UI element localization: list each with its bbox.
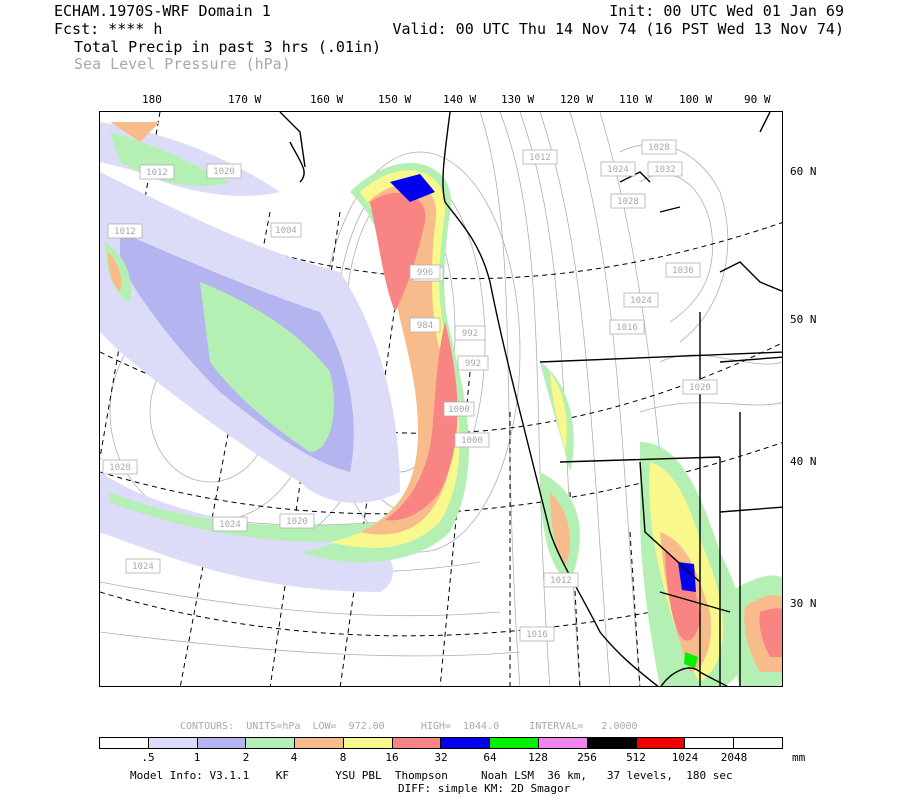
slp-value: 1012 bbox=[550, 576, 572, 586]
slp-value: 992 bbox=[462, 329, 478, 339]
color-swatch bbox=[100, 738, 149, 748]
lat-label: 30 N bbox=[790, 597, 817, 610]
colorbar-tick: 16 bbox=[385, 751, 399, 764]
slp-value: 1036 bbox=[672, 266, 694, 276]
lat-label: 60 N bbox=[790, 165, 817, 178]
colorbar-tick: 2 bbox=[242, 751, 250, 764]
slp-value: 1024 bbox=[219, 520, 241, 530]
color-swatch bbox=[587, 738, 637, 748]
colorbar-tick: 1 bbox=[193, 751, 201, 764]
model-title: ECHAM.1970S-WRF Domain 1 Fcst: **** h bbox=[54, 2, 271, 38]
lon-label: 180 bbox=[142, 93, 162, 106]
lon-label: 90 W bbox=[744, 93, 771, 106]
lon-label: 120 W bbox=[560, 93, 594, 106]
map-canvas: 1012 1032 1024 1028 1028 1012 1020 1004 … bbox=[100, 112, 782, 686]
diff-info: DIFF: simple KM: 2D Smagor bbox=[398, 782, 571, 795]
color-swatch bbox=[441, 738, 491, 748]
slp-value: 996 bbox=[417, 268, 433, 278]
time-info: Init: 00 UTC Wed 01 Jan 69 Valid: 00 UTC… bbox=[392, 2, 844, 38]
color-swatch bbox=[636, 738, 686, 748]
model-info: Model Info: V3.1.1 KF YSU PBL Thompson N… bbox=[130, 769, 733, 782]
slp-value: 1028 bbox=[109, 463, 131, 473]
colorbar-tick: 4 bbox=[290, 751, 298, 764]
slp-value: 1012 bbox=[146, 168, 168, 178]
weather-map[interactable]: 1012 1032 1024 1028 1028 1012 1020 1004 … bbox=[99, 111, 783, 687]
colorbar-tick: 8 bbox=[339, 751, 347, 764]
colorbar-tick: 2048 bbox=[720, 751, 748, 764]
lon-label: 170 W bbox=[228, 93, 262, 106]
coastlines bbox=[279, 112, 782, 686]
color-bar bbox=[99, 737, 783, 749]
slp-value: 1000 bbox=[461, 436, 483, 446]
colorbar-tick: 512 bbox=[626, 751, 646, 764]
slp-value: 1000 bbox=[448, 405, 470, 415]
colorbar-tick: 128 bbox=[528, 751, 548, 764]
slp-value: 1024 bbox=[630, 296, 652, 306]
slp-value: 1024 bbox=[607, 165, 629, 175]
slp-value: 1032 bbox=[654, 165, 676, 175]
slp-value: 992 bbox=[465, 359, 481, 369]
field-precip-title: Total Precip in past 3 hrs (.01in) bbox=[74, 38, 382, 56]
color-swatch bbox=[734, 738, 782, 748]
colorbar-tick: .5 bbox=[141, 751, 155, 764]
color-swatch bbox=[295, 738, 344, 748]
lat-label: 40 N bbox=[790, 455, 817, 468]
slp-value: 984 bbox=[417, 321, 433, 331]
colorbar-unit: mm bbox=[792, 751, 806, 764]
slp-value: 1028 bbox=[648, 143, 670, 153]
field-slp-title: Sea Level Pressure (hPa) bbox=[74, 55, 291, 73]
color-swatch bbox=[539, 738, 588, 748]
lat-label: 50 N bbox=[790, 313, 817, 326]
slp-value: 1016 bbox=[616, 323, 638, 333]
color-swatch bbox=[197, 738, 247, 748]
lon-label: 150 W bbox=[378, 93, 412, 106]
color-swatch bbox=[490, 738, 540, 748]
slp-value: 1020 bbox=[213, 167, 235, 177]
slp-value: 1004 bbox=[275, 226, 297, 236]
lon-label: 100 W bbox=[679, 93, 713, 106]
lon-label: 110 W bbox=[619, 93, 653, 106]
slp-value: 1012 bbox=[529, 153, 551, 163]
slp-labels: 1012 1032 1024 1028 1028 1012 1020 1004 … bbox=[102, 139, 718, 642]
color-swatch bbox=[685, 738, 735, 748]
color-swatch bbox=[343, 738, 393, 748]
slp-value: 1012 bbox=[114, 227, 136, 237]
precip-field bbox=[100, 122, 782, 686]
lon-label: 140 W bbox=[443, 93, 477, 106]
lon-label: 160 W bbox=[310, 93, 344, 106]
colorbar-tick: 64 bbox=[483, 751, 497, 764]
color-swatch bbox=[392, 738, 442, 748]
slp-value: 1020 bbox=[689, 383, 711, 393]
colorbar-tick: 1024 bbox=[671, 751, 699, 764]
color-swatch bbox=[246, 738, 296, 748]
color-swatch bbox=[148, 738, 198, 748]
lon-label: 130 W bbox=[501, 93, 535, 106]
slp-value: 1028 bbox=[617, 197, 639, 207]
slp-value: 1024 bbox=[132, 562, 154, 572]
colorbar-tick: 32 bbox=[434, 751, 448, 764]
slp-value: 1016 bbox=[526, 630, 548, 640]
contour-info: CONTOURS: UNITS=hPa LOW= 972.00 HIGH= 10… bbox=[180, 721, 638, 732]
slp-value: 1020 bbox=[286, 517, 308, 527]
colorbar-tick: 256 bbox=[577, 751, 597, 764]
